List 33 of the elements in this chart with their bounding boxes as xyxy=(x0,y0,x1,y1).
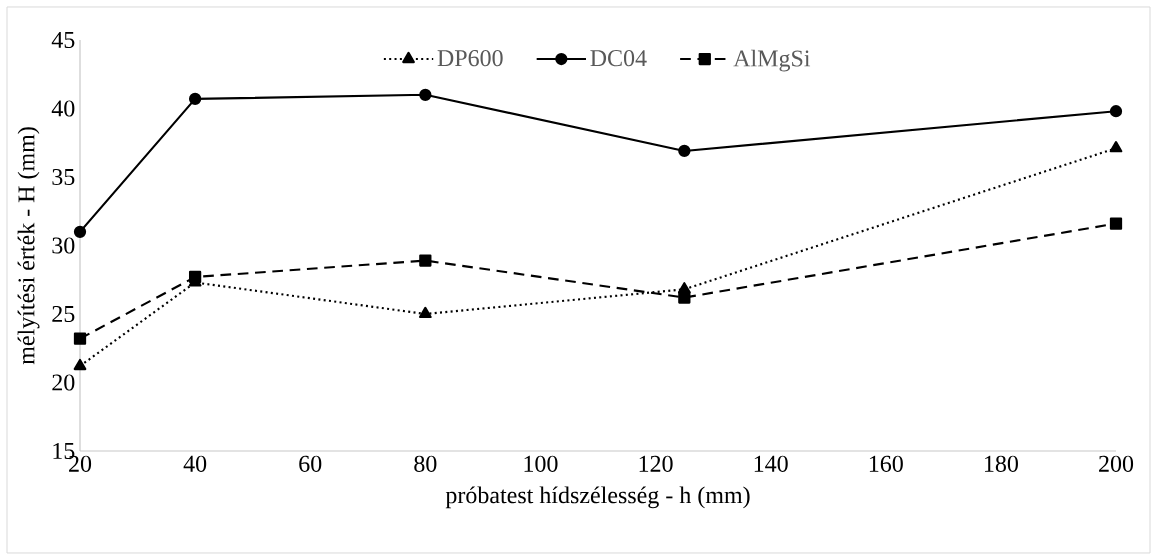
point xyxy=(1109,141,1123,153)
x-tick-label: 100 xyxy=(524,455,558,472)
point xyxy=(73,332,87,345)
point xyxy=(1109,217,1123,230)
legend-label: DC04 xyxy=(590,50,647,67)
x-tick-label: 180 xyxy=(985,455,1018,472)
y-tick-label: 40 xyxy=(51,100,75,117)
point xyxy=(1109,105,1123,118)
x-tick-label: 140 xyxy=(754,455,788,472)
x-tick-label: 40 xyxy=(183,455,207,472)
y-tick-label: 20 xyxy=(52,374,75,391)
point xyxy=(188,92,202,106)
x-tick-label: 60 xyxy=(299,455,322,472)
x-tick-label: 120 xyxy=(639,455,673,472)
x-tick-label: 200 xyxy=(1099,455,1134,472)
point xyxy=(419,254,432,267)
y-tick-label: 25 xyxy=(52,305,75,323)
point xyxy=(188,270,202,284)
legend-label: AlMgSi xyxy=(733,49,811,72)
point xyxy=(678,144,691,158)
point xyxy=(73,358,87,371)
x-tick-label: 160 xyxy=(869,455,903,472)
point xyxy=(73,225,87,238)
x-tick-label: 80 xyxy=(414,455,437,472)
point xyxy=(418,306,432,319)
y-axis-title: mélyítési érték - H (mm) xyxy=(17,127,40,365)
legend-label: DP600 xyxy=(437,50,503,67)
point xyxy=(678,291,691,304)
y-tick-label: 35 xyxy=(52,168,75,186)
x-axis-title: próbatest hídszélesség - h (mm) xyxy=(445,486,750,509)
y-tick-label: 45 xyxy=(51,31,75,48)
point xyxy=(419,88,432,101)
y-tick-label: 30 xyxy=(52,237,75,254)
